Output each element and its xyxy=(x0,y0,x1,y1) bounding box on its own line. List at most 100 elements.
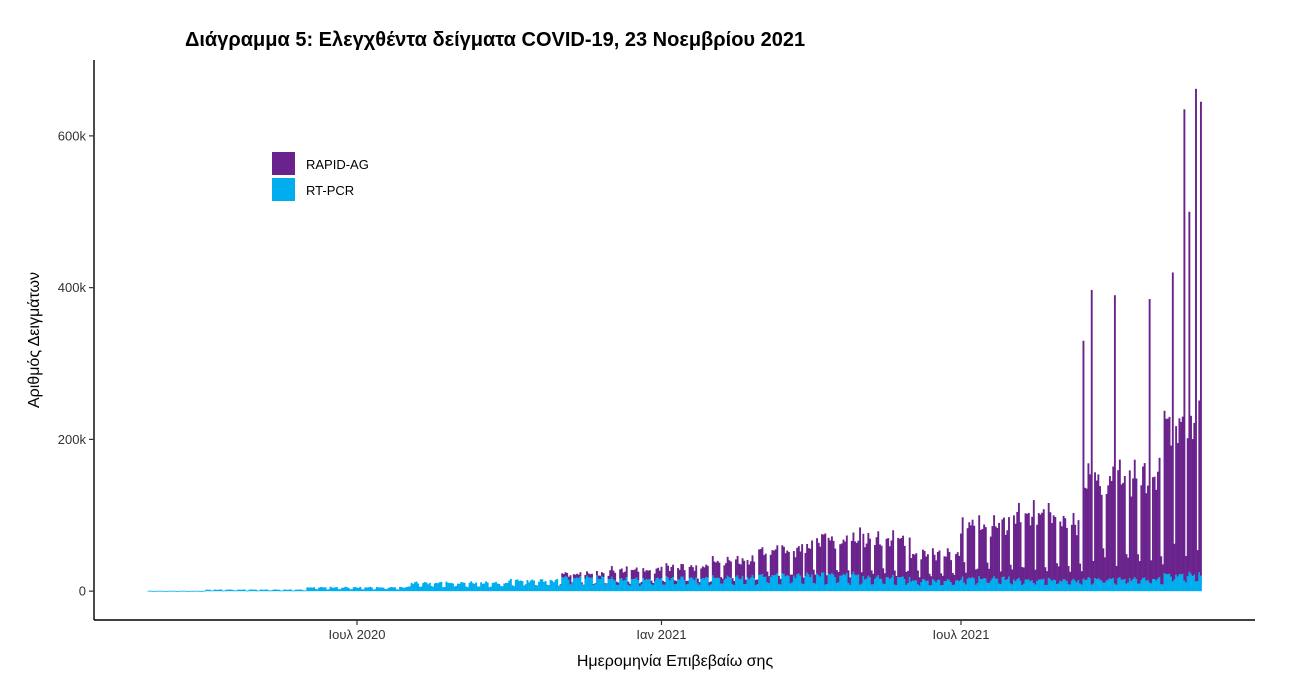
bar-rapid-ag xyxy=(1008,517,1010,577)
bar-rt-pcr xyxy=(369,586,372,592)
bar-rt-pcr xyxy=(834,577,837,592)
bar-rt-pcr xyxy=(1019,580,1022,592)
bar-rt-pcr xyxy=(1100,580,1103,592)
bar-rapid-ag xyxy=(854,541,857,575)
bar-rt-pcr xyxy=(738,578,741,592)
bar-rapid-ag xyxy=(824,533,827,585)
bar-rt-pcr xyxy=(875,576,878,592)
bar-rt-pcr xyxy=(303,590,305,592)
bar-rt-pcr xyxy=(905,584,908,592)
y-axis-title: Αριθμός Δειγμάτων xyxy=(26,272,43,408)
bar-rapid-ag xyxy=(746,560,749,578)
bar-rapid-ag xyxy=(754,579,757,586)
bar-rapid-ag xyxy=(629,583,631,586)
bar-rt-pcr xyxy=(945,581,948,592)
bar-rapid-ag xyxy=(969,525,972,579)
bar-rt-pcr xyxy=(842,574,845,592)
bar-rt-pcr xyxy=(955,580,957,592)
bar-rt-pcr xyxy=(390,587,393,592)
bar-rt-pcr xyxy=(1138,583,1141,592)
bar-rapid-ag xyxy=(1099,486,1101,580)
bar-rt-pcr xyxy=(701,578,704,592)
bar-rapid-ag xyxy=(782,546,785,574)
bar-rapid-ag xyxy=(625,566,628,577)
bar-rt-pcr xyxy=(187,590,190,592)
bar-rapid-ag xyxy=(1026,513,1029,580)
bar-rapid-ag xyxy=(1186,438,1189,577)
bar-rapid-ag xyxy=(882,568,885,584)
bar-rt-pcr xyxy=(723,579,726,592)
bar-rapid-ag xyxy=(991,526,994,579)
bar-rt-pcr xyxy=(475,582,478,592)
bar-rt-pcr xyxy=(352,587,355,592)
bar-rt-pcr xyxy=(1022,583,1025,592)
bar-rapid-ag xyxy=(979,529,982,580)
bar-rt-pcr xyxy=(180,590,183,592)
bar-rt-pcr xyxy=(1084,579,1087,592)
legend-swatch-rt-pcr xyxy=(272,178,295,201)
bar-rapid-ag xyxy=(789,574,792,584)
bar-rt-pcr xyxy=(814,583,817,592)
bar-rt-pcr xyxy=(604,584,607,592)
bar-rapid-ag xyxy=(912,553,914,581)
bar-rapid-ag xyxy=(1090,289,1093,585)
bar-rt-pcr xyxy=(898,577,901,592)
bar-rapid-ag xyxy=(875,537,878,577)
bar-rapid-ag xyxy=(1046,571,1048,585)
bar-rt-pcr xyxy=(1077,579,1080,592)
bar-rapid-ag xyxy=(665,563,668,577)
bar-rt-pcr xyxy=(993,576,996,592)
bar-rapid-ag xyxy=(923,550,926,580)
bar-rapid-ag xyxy=(698,582,701,585)
bar-rapid-ag xyxy=(634,569,636,579)
bar-rapid-ag xyxy=(1135,478,1138,580)
bar-rt-pcr xyxy=(342,587,345,592)
bar-rt-pcr xyxy=(321,587,324,592)
bar-rapid-ag xyxy=(710,581,713,585)
bar-rapid-ag xyxy=(1097,474,1100,579)
bar-rapid-ag xyxy=(693,570,696,581)
bar-rapid-ag xyxy=(857,540,860,575)
bar-rt-pcr xyxy=(552,582,555,592)
bar-rt-pcr xyxy=(1190,573,1192,592)
bar-rt-pcr xyxy=(486,582,489,592)
bar-rt-pcr xyxy=(271,589,274,592)
bar-rt-pcr xyxy=(1166,574,1169,592)
bar-rapid-ag xyxy=(769,554,772,578)
bar-rapid-ag xyxy=(791,574,794,583)
x-tick-label: Ιουλ 2020 xyxy=(329,627,386,642)
bar-rt-pcr xyxy=(900,577,903,592)
bar-rt-pcr xyxy=(771,575,774,592)
bar-rt-pcr xyxy=(763,577,766,592)
bar-rt-pcr xyxy=(988,583,991,592)
bar-rapid-ag xyxy=(627,581,630,585)
bar-rt-pcr xyxy=(865,578,868,592)
bar-rt-pcr xyxy=(466,587,469,592)
bar-rt-pcr xyxy=(961,576,964,592)
bar-rt-pcr xyxy=(653,581,656,592)
bar-rapid-ag xyxy=(921,549,924,580)
y-tick-label: 200k xyxy=(58,432,87,447)
bar-rt-pcr xyxy=(182,590,185,592)
bar-rt-pcr xyxy=(528,582,531,592)
bar-rt-pcr xyxy=(379,587,382,592)
bar-rt-pcr xyxy=(413,582,416,592)
bar-rt-pcr xyxy=(999,584,1002,592)
bar-rapid-ag xyxy=(705,564,708,578)
bar-rapid-ag xyxy=(797,546,800,574)
bar-rt-pcr xyxy=(1145,580,1148,592)
bar-rt-pcr xyxy=(422,582,425,592)
bar-rt-pcr xyxy=(495,581,497,592)
bar-rapid-ag xyxy=(632,570,635,580)
bar-rapid-ag xyxy=(822,534,825,573)
bar-rapid-ag xyxy=(662,580,665,585)
bar-rapid-ag xyxy=(1047,503,1050,578)
bar-rapid-ag xyxy=(781,545,784,574)
bar-rapid-ag xyxy=(1155,489,1158,581)
bar-rapid-ag xyxy=(1130,496,1133,582)
bar-rapid-ag xyxy=(1100,494,1103,581)
bar-rt-pcr xyxy=(579,576,582,592)
bar-rapid-ag xyxy=(872,573,875,585)
bar-rapid-ag xyxy=(748,564,751,580)
bar-rapid-ag xyxy=(1120,484,1123,580)
